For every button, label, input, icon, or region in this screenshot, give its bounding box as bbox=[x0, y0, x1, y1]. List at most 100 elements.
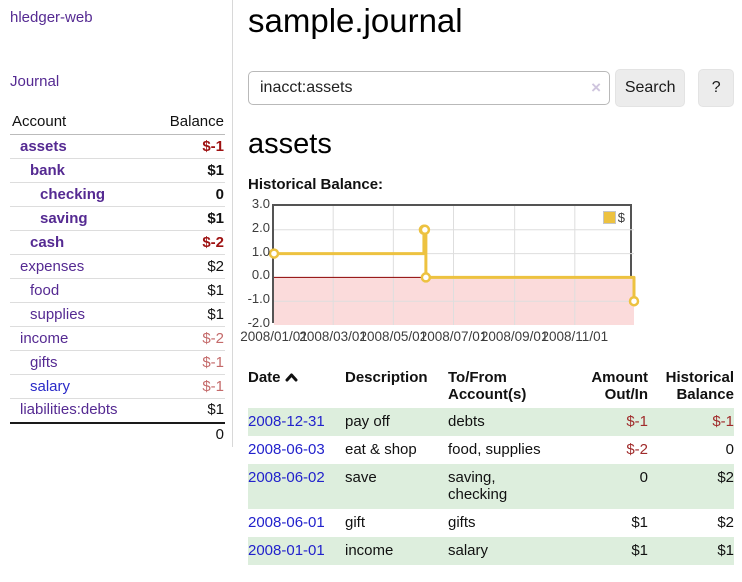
account-balance: $-2 bbox=[150, 326, 225, 351]
search-button[interactable]: Search bbox=[615, 69, 686, 107]
account-row: expenses $2 bbox=[10, 254, 225, 279]
search-input[interactable] bbox=[248, 71, 610, 105]
account-balance: $1 bbox=[150, 302, 225, 327]
accounts-total-row: 0 bbox=[10, 421, 225, 447]
column-header-balance: Historical Balance bbox=[665, 369, 734, 403]
transaction-accounts: salary bbox=[448, 542, 489, 559]
account-row: saving $1 bbox=[10, 206, 225, 231]
help-button[interactable]: ? bbox=[698, 69, 734, 107]
accounts-header-row: Account Balance bbox=[10, 110, 225, 135]
transaction-row: 2008-06-03 eat & shop food, supplies $-2 0 bbox=[248, 436, 734, 464]
account-row: assets $-1 bbox=[10, 134, 225, 159]
column-header-accounts: To/From Account(s) bbox=[448, 369, 527, 403]
transaction-description: income bbox=[345, 542, 394, 559]
x-axis-tick-label: 2008/05/01 bbox=[359, 329, 428, 344]
main-content: sample.journal × Search ? assets Histori… bbox=[234, 0, 742, 582]
account-link[interactable]: gifts bbox=[30, 353, 58, 371]
transaction-description: save bbox=[345, 469, 377, 486]
account-link[interactable]: salary bbox=[30, 377, 71, 395]
account-link[interactable]: income bbox=[20, 329, 69, 347]
column-header-amount: Amount Out/In bbox=[591, 369, 648, 403]
transaction-description: gift bbox=[345, 514, 366, 531]
account-link[interactable]: food bbox=[30, 281, 60, 299]
legend-swatch-icon bbox=[602, 211, 616, 224]
account-row: liabilities:debts $1 bbox=[10, 398, 225, 423]
historical-balance-chart: $ 3.0 2.0 1.0 0.0 -1.0 -2.0 2008/01/01 2008/03/… bbox=[240, 196, 734, 348]
chart-canvas bbox=[268, 206, 640, 325]
transaction-date-link[interactable]: 2008-01-01 bbox=[248, 542, 325, 559]
transaction-description: eat & shop bbox=[345, 441, 417, 458]
transaction-date-link[interactable]: 2008-06-03 bbox=[248, 441, 325, 458]
account-row: bank $1 bbox=[10, 158, 225, 183]
sidebar-item-journal[interactable]: Journal bbox=[10, 73, 60, 90]
column-header-description: Description bbox=[345, 369, 428, 386]
column-header-date[interactable]: Date bbox=[248, 367, 345, 408]
chart-title: Historical Balance: bbox=[248, 176, 384, 193]
brand-link[interactable]: hledger-web bbox=[10, 9, 93, 26]
account-row: checking 0 bbox=[10, 182, 225, 207]
account-balance: $1 bbox=[150, 278, 225, 303]
transaction-date-link[interactable]: 2008-12-31 bbox=[248, 413, 325, 430]
account-row: gifts $-1 bbox=[10, 350, 225, 375]
y-axis-tick-label: 1.0 bbox=[251, 243, 270, 259]
accounts-table: Account Balance assets $-1 bank $1 checking 0… bbox=[10, 110, 225, 447]
transaction-accounts: saving, checking bbox=[448, 469, 508, 503]
account-balance: $-1 bbox=[150, 350, 225, 375]
x-axis-tick-label: 2008/11/01 bbox=[541, 329, 609, 344]
account-row: salary $-1 bbox=[10, 374, 225, 399]
account-link[interactable]: checking bbox=[40, 185, 106, 203]
account-link[interactable]: liabilities:debts bbox=[20, 401, 118, 419]
account-link[interactable]: saving bbox=[40, 209, 88, 227]
transaction-date-link[interactable]: 2008-06-01 bbox=[248, 514, 325, 531]
accounts-header-balance: Balance bbox=[150, 110, 225, 135]
chart-plot-area: $ bbox=[268, 204, 640, 325]
transaction-amount: $1 bbox=[631, 542, 648, 559]
account-balance: $-1 bbox=[150, 374, 225, 399]
x-axis-tick-label: 2008/03/01 bbox=[299, 329, 367, 344]
transaction-balance: $-1 bbox=[712, 413, 734, 430]
account-balance: $1 bbox=[150, 398, 225, 423]
search-form: × Search ? bbox=[248, 69, 734, 107]
transaction-amount: $1 bbox=[631, 514, 648, 531]
account-balance: $2 bbox=[150, 254, 225, 279]
account-link[interactable]: supplies bbox=[30, 305, 86, 323]
account-row: supplies $1 bbox=[10, 302, 225, 327]
account-row: income $-2 bbox=[10, 326, 225, 351]
transaction-amount: 0 bbox=[639, 469, 648, 486]
y-axis-tick-label: -2.0 bbox=[247, 315, 270, 330]
transaction-row: 2008-01-01 income salary $1 $1 bbox=[248, 537, 734, 565]
account-balance: $-2 bbox=[150, 230, 225, 255]
transaction-amount: $-2 bbox=[626, 441, 648, 458]
sidebar: hledger-web Journal Account Balance asse… bbox=[0, 0, 233, 447]
transactions-header-row: Date Description To/From Account(s) Amou… bbox=[248, 367, 734, 408]
account-link[interactable]: bank bbox=[30, 161, 66, 179]
transaction-balance: 0 bbox=[725, 441, 734, 458]
account-link[interactable]: assets bbox=[20, 137, 67, 155]
accounts-header-account: Account bbox=[10, 110, 151, 135]
account-balance: $1 bbox=[150, 206, 225, 231]
chart-legend: $ bbox=[601, 210, 626, 225]
account-balance: $1 bbox=[150, 158, 225, 183]
legend-label: $ bbox=[617, 210, 625, 225]
transaction-accounts: debts bbox=[448, 413, 485, 430]
transactions-table: Date Description To/From Account(s) Amou… bbox=[248, 367, 734, 565]
transaction-date-link[interactable]: 2008-06-02 bbox=[248, 469, 325, 486]
clear-search-icon[interactable]: × bbox=[591, 78, 601, 97]
y-axis-tick-label: 3.0 bbox=[251, 196, 270, 211]
transaction-balance: $2 bbox=[717, 469, 734, 486]
accounts-total: 0 bbox=[150, 421, 225, 447]
x-axis-tick-label: 2008/09/01 bbox=[480, 329, 549, 344]
account-row: food $1 bbox=[10, 278, 225, 303]
account-balance: 0 bbox=[150, 182, 225, 207]
transaction-row: 2008-06-01 gift gifts $1 $2 bbox=[248, 509, 734, 537]
y-axis-tick-label: -1.0 bbox=[247, 291, 270, 307]
transaction-accounts: gifts bbox=[448, 514, 476, 531]
transaction-balance: $2 bbox=[717, 514, 734, 531]
transaction-balance: $1 bbox=[717, 542, 734, 559]
y-axis-tick-label: 2.0 bbox=[251, 219, 270, 235]
account-link[interactable]: expenses bbox=[20, 257, 85, 275]
account-link[interactable]: cash bbox=[30, 233, 65, 251]
transaction-row: 2008-06-02 save saving, checking 0 $2 bbox=[248, 464, 734, 509]
page-title: sample.journal bbox=[248, 2, 463, 39]
